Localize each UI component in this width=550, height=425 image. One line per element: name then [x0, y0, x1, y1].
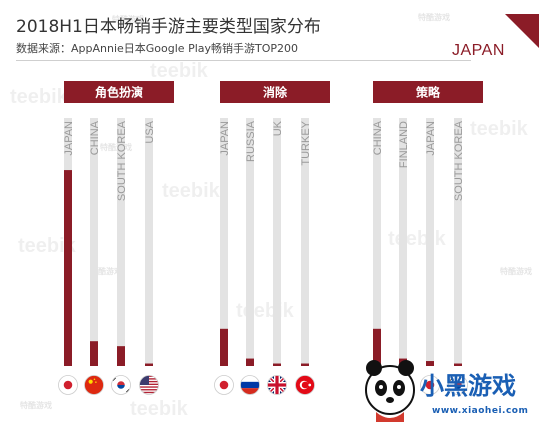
- turkey-flag: [295, 375, 315, 395]
- bar: [426, 361, 434, 366]
- south-korea-flag: [111, 375, 131, 395]
- panel-title: 角色扮演: [95, 85, 143, 100]
- watermark-logo: teebik: [150, 60, 208, 82]
- bar: [301, 363, 309, 366]
- bar-track: [301, 118, 309, 366]
- bar-track: [373, 118, 381, 366]
- category-label: JAPAN: [219, 121, 231, 156]
- watermark-text: 特酷游戏: [90, 267, 122, 276]
- logo-wordmark: 小黑游戏: [420, 372, 516, 400]
- country-tag: JAPAN: [452, 42, 505, 59]
- uk-flag: [267, 375, 287, 395]
- watermark-text: 特酷游戏: [100, 143, 132, 152]
- bar: [273, 363, 281, 366]
- bar-track: [117, 118, 125, 366]
- bar-track: [246, 118, 254, 366]
- panel-title: 策略: [416, 85, 441, 100]
- category-label: SOUTH KOREA: [453, 120, 465, 201]
- bar: [64, 170, 72, 366]
- bar: [220, 328, 228, 366]
- panel-title: 消除: [263, 85, 288, 100]
- logo-url: www.xiaohei.com: [432, 406, 529, 416]
- bar: [246, 358, 254, 366]
- watermark-logo: teebik: [18, 235, 76, 257]
- category-label: UK: [272, 120, 284, 136]
- watermark-logo: teebik: [162, 180, 220, 202]
- watermark-text: 特酷游戏: [418, 13, 450, 22]
- watermark-text: 特酷游戏: [20, 401, 52, 410]
- category-label: CHINA: [89, 120, 101, 155]
- japan-flag: [214, 375, 234, 395]
- bar: [90, 341, 98, 366]
- category-label: FINLAND: [398, 121, 410, 168]
- watermark-text: 特酷游戏: [500, 267, 532, 276]
- bar-track: [220, 118, 228, 366]
- chart-title: 2018H1日本畅销手游主要类型国家分布: [16, 17, 321, 37]
- south-korea-flag: [448, 375, 468, 395]
- japan-flag: [420, 375, 440, 395]
- title-divider: [16, 60, 471, 61]
- chart-subtitle: 数据来源：AppAnnie日本Google Play畅销手游TOP200: [16, 42, 299, 55]
- category-label: SOUTH KOREA: [116, 120, 128, 201]
- watermark-logo: teebik: [470, 118, 528, 140]
- bar-track: [399, 118, 407, 366]
- bar: [117, 346, 125, 366]
- bar: [145, 363, 153, 366]
- bar-track: [273, 118, 281, 366]
- category-label: TURKEY: [300, 120, 312, 165]
- bar: [454, 363, 462, 366]
- russia-flag: [240, 375, 260, 395]
- bar-track: [145, 118, 153, 366]
- usa-flag: [139, 375, 159, 395]
- bar-track: [454, 118, 462, 366]
- category-label: CHINA: [372, 120, 384, 155]
- bar-track: [426, 118, 434, 366]
- xiaohei-logo: [365, 360, 415, 422]
- category-label: RUSSIA: [245, 120, 257, 162]
- panel-title-bg: [64, 81, 174, 103]
- japan-flag: [58, 375, 78, 395]
- corner-triangle-decoration: [505, 14, 539, 48]
- category-label: USA: [144, 120, 156, 143]
- panel-title-bg: [220, 81, 330, 103]
- watermark-logo: teebik: [10, 86, 68, 108]
- category-label: JAPAN: [63, 121, 75, 156]
- watermark-text: 特酷游戏: [112, 15, 144, 24]
- panel-title-bg: [373, 81, 483, 103]
- bar-track: [90, 118, 98, 366]
- china-flag: [84, 375, 104, 395]
- category-label: JAPAN: [425, 121, 437, 156]
- watermark-logo: teebik: [130, 398, 188, 420]
- bar: [373, 328, 381, 366]
